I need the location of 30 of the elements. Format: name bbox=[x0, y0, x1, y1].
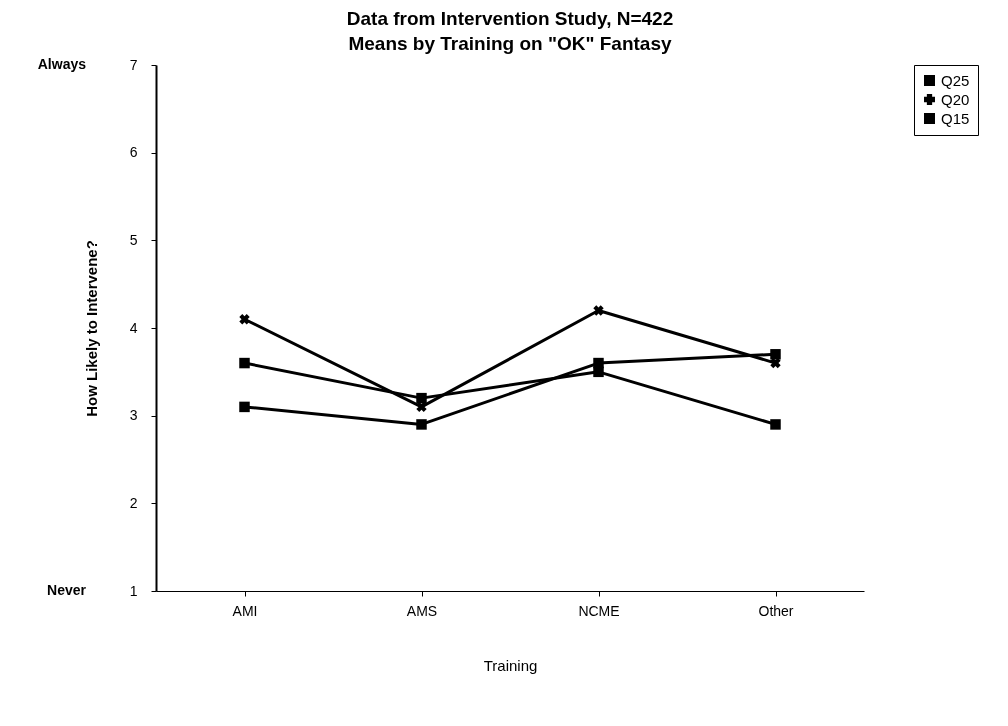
x-axis-title: Training bbox=[483, 656, 538, 674]
point bbox=[593, 357, 604, 369]
chart-title: Data from Intervention Study, N=422 bbox=[346, 8, 674, 29]
point bbox=[416, 392, 427, 404]
point bbox=[239, 401, 250, 413]
legend-label: Q20 bbox=[941, 90, 970, 108]
y-tick-label: 3 bbox=[129, 407, 138, 424]
text: Always bbox=[37, 56, 87, 72]
point bbox=[770, 419, 781, 430]
legend-label: Q15 bbox=[941, 109, 970, 127]
x-tick-label: NCME bbox=[578, 602, 620, 619]
point bbox=[239, 357, 250, 369]
x-tick-label: AMS bbox=[406, 602, 438, 619]
x-tick-label: AMI bbox=[232, 602, 258, 619]
legend-label: Q25 bbox=[941, 71, 970, 89]
y-tick-label: 6 bbox=[129, 144, 138, 161]
point bbox=[239, 314, 250, 325]
y-tick-label: 5 bbox=[129, 231, 138, 248]
point bbox=[593, 305, 604, 316]
x-tick-label: Other bbox=[758, 602, 794, 619]
y-tick-label: 7 bbox=[129, 56, 138, 73]
y-axis-title: How Likely to Intervene? bbox=[82, 240, 100, 417]
point bbox=[770, 349, 781, 360]
y-tick-label: 2 bbox=[129, 494, 138, 511]
chart-subtitle: Means by Training on "OK" Fantasy bbox=[348, 33, 672, 54]
point bbox=[416, 419, 427, 430]
point bbox=[593, 366, 604, 378]
text: Never bbox=[47, 582, 87, 598]
y-tick-label: 1 bbox=[129, 582, 138, 599]
y-tick-label: 4 bbox=[129, 319, 138, 336]
